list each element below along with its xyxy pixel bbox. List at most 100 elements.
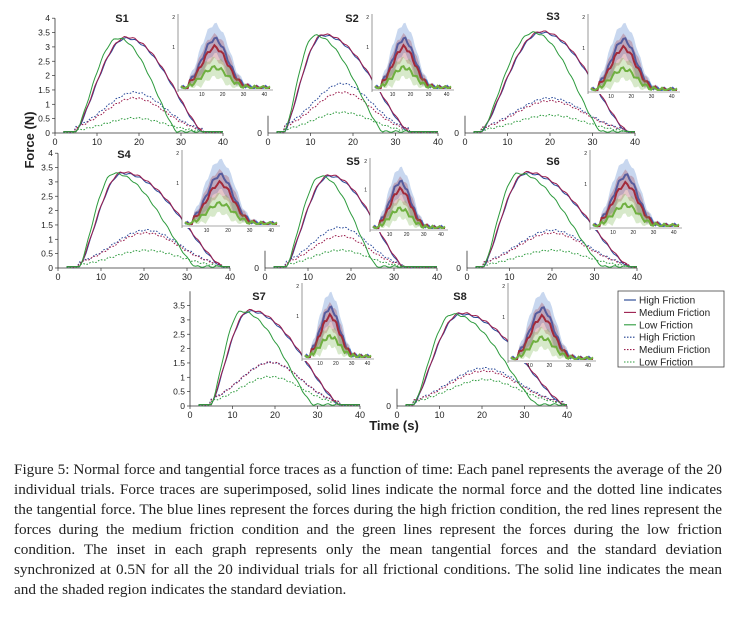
inset-tick-label: 20 xyxy=(404,232,410,238)
x-tick-label: 0 xyxy=(262,272,267,282)
y-axis-label: Force (N) xyxy=(22,111,37,168)
y-tick-label: 1.5 xyxy=(41,220,53,230)
tangential-force-line xyxy=(405,369,568,407)
inset-s4: 2 1 10 20 30 40 xyxy=(176,150,280,234)
y-tick-label: 3 xyxy=(180,315,185,325)
y-tick-label: 1.5 xyxy=(173,358,185,368)
inset-tick-label: 10 xyxy=(608,94,614,100)
x-tick-label: 30 xyxy=(587,137,597,147)
legend-box xyxy=(617,290,725,368)
inset-tick-label: 40 xyxy=(585,363,591,369)
inset-tick-label: 10 xyxy=(390,92,396,98)
y-tick-label: 1.5 xyxy=(38,85,50,95)
inset-y-label: 2 xyxy=(366,15,369,21)
tangential-force-line xyxy=(473,113,636,134)
y-tick-label: 2.5 xyxy=(41,191,53,201)
x-tick-label: 40 xyxy=(225,272,235,282)
y-tick-label: 3 xyxy=(45,42,50,52)
x-tick-label: 20 xyxy=(139,272,149,282)
inset-tick-label: 20 xyxy=(408,92,414,98)
tangential-force-line xyxy=(198,361,361,407)
normal-force-line xyxy=(473,30,635,133)
x-tick-label: 30 xyxy=(176,137,186,147)
panel-s3: 0 10 20 30 40 0 S3 2 1 10 20 30 40 xyxy=(454,11,680,147)
panel-label: S4 xyxy=(117,149,131,161)
y-tick-label: 0 xyxy=(386,401,391,411)
inset-y-label: 2 xyxy=(364,159,367,165)
normal-force-line xyxy=(63,37,223,133)
x-tick-label: 40 xyxy=(432,272,442,282)
inset-tick-label: 30 xyxy=(566,363,572,369)
x-tick-label: 0 xyxy=(394,410,399,420)
legend-label: High Friction xyxy=(639,333,695,344)
normal-force-line xyxy=(273,175,437,268)
panel-label: S8 xyxy=(453,291,466,303)
x-tick-label: 40 xyxy=(355,410,365,420)
inset-y-label: 1 xyxy=(364,187,367,193)
inset-tick-label: 40 xyxy=(671,230,677,236)
inset-tick-label: 40 xyxy=(444,92,450,98)
x-tick-label: 10 xyxy=(305,137,315,147)
y-tick-label: 3 xyxy=(48,177,53,187)
y-tick-label: 1 xyxy=(48,234,53,244)
tangential-force-line xyxy=(63,91,224,134)
tangential-force-line xyxy=(473,99,636,134)
x-tick-label: 40 xyxy=(218,137,228,147)
tangential-force-line xyxy=(273,234,438,269)
x-tick-label: 30 xyxy=(312,410,322,420)
inset-std-band xyxy=(181,56,270,90)
tangential-force-line xyxy=(475,231,638,269)
inset-std-band xyxy=(593,193,679,228)
inset-mean-line xyxy=(184,201,278,225)
y-tick-label: 2 xyxy=(48,206,53,216)
x-tick-label: 10 xyxy=(303,272,313,282)
x-tick-label: 20 xyxy=(348,137,358,147)
panel-s7: 0 10 20 30 40 0 0.5 1 1.5 2 2.5 3 3.5 S7 2 1 10 20 30 40 xyxy=(173,283,374,420)
x-tick-label: 0 xyxy=(187,410,192,420)
inset-tick-label: 40 xyxy=(268,228,274,234)
figure-caption: Figure 5: Normal force and tangential fo… xyxy=(14,461,722,598)
tangential-force-line xyxy=(276,111,439,134)
inset-std-band xyxy=(375,56,451,90)
inset-s3: 2 1 10 20 30 40 xyxy=(582,14,680,100)
inset-mean-line xyxy=(372,206,446,229)
panel-label: S5 xyxy=(346,156,359,168)
x-tick-label: 20 xyxy=(545,137,555,147)
x-tick-label: 30 xyxy=(589,272,599,282)
inset-tick-label: 10 xyxy=(204,228,210,234)
tangential-force-line xyxy=(405,367,568,407)
inset-s2: 2 1 10 20 30 40 xyxy=(366,14,454,98)
inset-tick-label: 10 xyxy=(387,232,393,238)
tangential-force-line xyxy=(405,378,568,407)
panel-s4: 0 10 20 30 40 0 0.5 1 1.5 2 2.5 3 3.5 4 S4 2 1 10 20 30 40 xyxy=(41,148,280,282)
inset-tick-label: 10 xyxy=(610,230,616,236)
inset-mean-line xyxy=(590,66,678,91)
inset-tick-label: 20 xyxy=(225,228,231,234)
tangential-force-line xyxy=(198,361,361,407)
legend-label: Medium Friction xyxy=(639,345,710,356)
y-tick-label: 2.5 xyxy=(173,329,185,339)
x-tick-label: 0 xyxy=(52,137,57,147)
x-tick-label: 0 xyxy=(462,137,467,147)
inset-tick-label: 20 xyxy=(630,230,636,236)
inset-std-band xyxy=(591,57,677,92)
legend-label: Low Friction xyxy=(639,320,693,331)
y-tick-label: 0.5 xyxy=(38,114,50,124)
tangential-force-line xyxy=(273,226,438,269)
x-tick-label: 30 xyxy=(389,272,399,282)
x-tick-label: 20 xyxy=(547,272,557,282)
x-tick-label: 20 xyxy=(346,272,356,282)
inset-y-label: 1 xyxy=(366,45,369,51)
x-tick-label: 10 xyxy=(504,272,514,282)
y-tick-label: 0 xyxy=(180,401,185,411)
x-tick-label: 20 xyxy=(134,137,144,147)
x-tick-label: 30 xyxy=(519,410,529,420)
normal-force-line xyxy=(198,310,360,406)
inset-mean-line xyxy=(592,202,680,227)
x-tick-label: 40 xyxy=(632,272,642,282)
y-tick-label: 0.5 xyxy=(173,387,185,397)
inset-mean-line xyxy=(180,65,271,89)
x-axis-label: Time (s) xyxy=(369,418,419,433)
